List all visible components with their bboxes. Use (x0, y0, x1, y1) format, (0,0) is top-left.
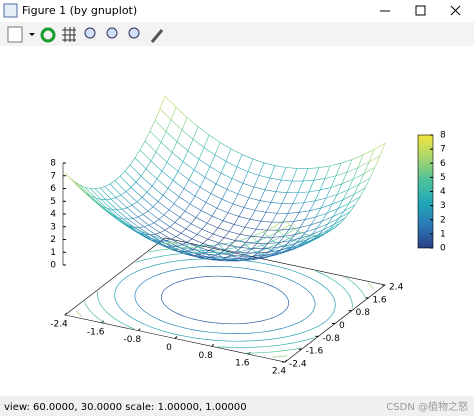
colorbar-tick-label: 3 (440, 201, 446, 211)
y-tick-label: 0.8 (356, 308, 371, 318)
z-tick-label: 8 (50, 159, 56, 169)
z-tick-label: 0 (50, 261, 56, 271)
y-tick-label: -1.6 (306, 347, 324, 357)
colorbar-tick-label: 1 (440, 229, 446, 239)
z-tick-label: 2 (50, 235, 56, 245)
z-tick-label: 5 (50, 197, 56, 207)
z-tick-label: 4 (50, 210, 56, 220)
colorbar-tick-label: 4 (440, 187, 446, 197)
y-tick-label: 0 (339, 321, 345, 331)
z-tick-label: 3 (50, 222, 56, 232)
z-tick-label: 7 (50, 171, 56, 181)
x-tick-label: 0 (166, 343, 172, 353)
x-tick-label: 2.4 (272, 367, 287, 377)
colorbar-tick-label: 5 (440, 173, 446, 183)
y-tick-label: 2.4 (389, 283, 404, 293)
x-tick-label: -1.6 (87, 327, 105, 337)
zoom-in-button[interactable] (107, 28, 117, 38)
z-tick-label: 1 (50, 248, 56, 258)
y-tick-label: -0.8 (322, 334, 340, 344)
x-tick-label: -2.4 (50, 320, 68, 330)
colorbar-tick-label: 8 (440, 131, 446, 141)
zoom-fit-button[interactable] (129, 28, 139, 38)
x-tick-label: -0.8 (124, 335, 142, 345)
window-title: Figure 1 (by gnuplot) (22, 4, 137, 17)
colorbar-tick-label: 6 (440, 159, 446, 169)
toolbar (0, 22, 474, 46)
zoom-out-button[interactable] (85, 28, 95, 38)
status-text: view: 60.0000, 30.0000 scale: 1.00000, 1… (4, 402, 247, 413)
colorbar-tick-label: 7 (440, 145, 446, 155)
colorbar-tick-label: 0 (440, 244, 446, 254)
z-tick-label: 6 (50, 184, 56, 194)
colorbar-tick-label: 2 (440, 215, 446, 225)
y-tick-label: -2.4 (289, 360, 307, 370)
watermark: CSDN @植物之怒 (386, 400, 468, 413)
export-button[interactable] (8, 27, 22, 42)
x-tick-label: 1.6 (235, 359, 250, 369)
y-tick-label: 1.6 (372, 295, 387, 305)
x-tick-label: 0.8 (199, 351, 214, 361)
app-icon (4, 4, 17, 17)
